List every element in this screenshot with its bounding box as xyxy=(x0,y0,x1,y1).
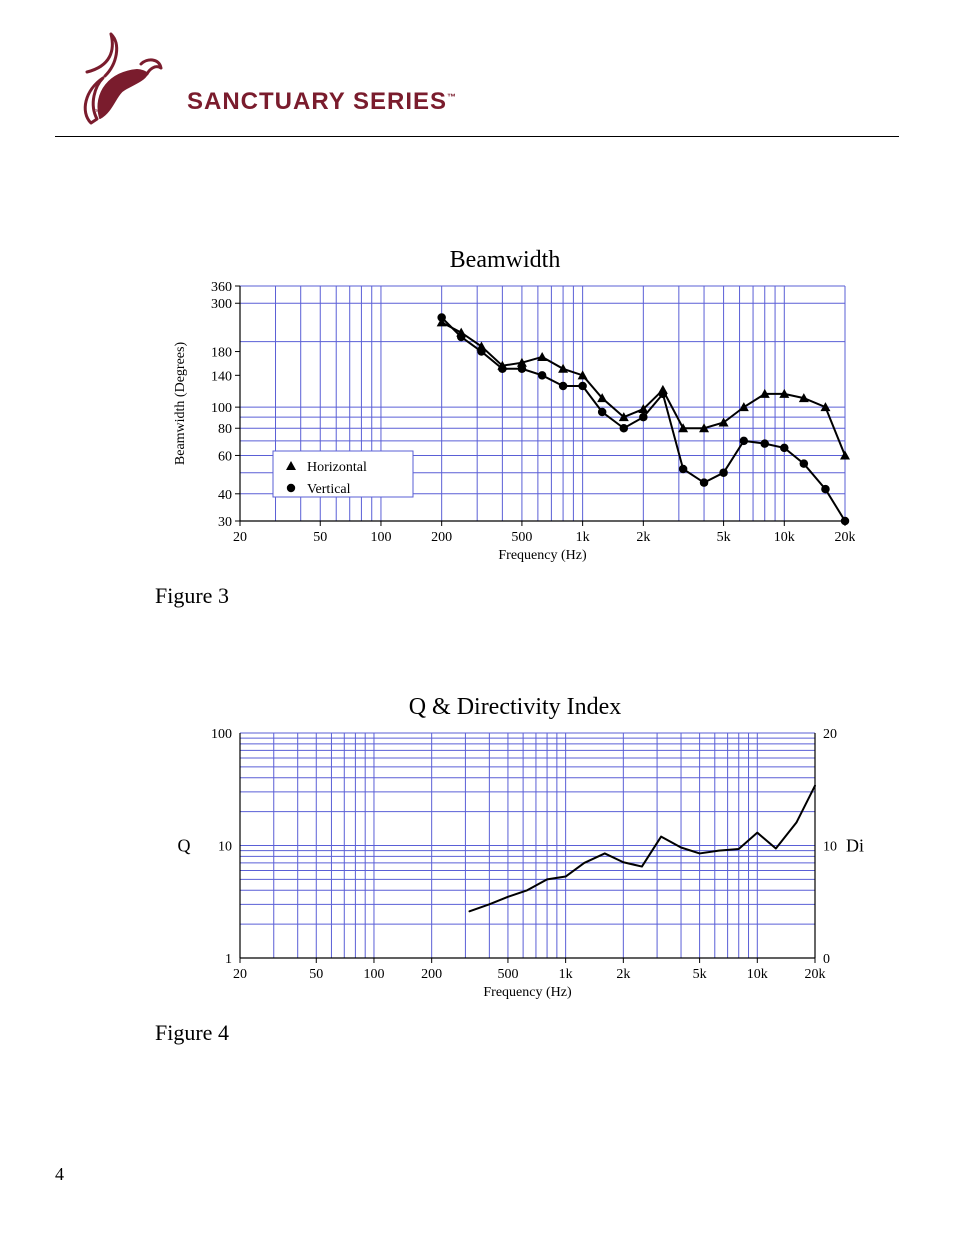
svg-text:50: 50 xyxy=(313,530,327,545)
chart2-title: Q & Directivity Index xyxy=(155,694,875,721)
svg-text:Frequency (Hz): Frequency (Hz) xyxy=(498,548,587,563)
svg-text:180: 180 xyxy=(211,346,232,361)
svg-text:Vertical: Vertical xyxy=(307,482,351,497)
svg-text:Beamwidth (Degrees): Beamwidth (Degrees) xyxy=(173,342,188,466)
svg-text:40: 40 xyxy=(218,488,232,503)
svg-text:20: 20 xyxy=(233,967,247,982)
brand-title: SANCTUARY SERIES™ xyxy=(187,88,456,130)
svg-text:2k: 2k xyxy=(636,530,650,545)
svg-text:Q: Q xyxy=(178,836,191,856)
svg-text:500: 500 xyxy=(497,967,518,982)
chart2-plot: 20 50 100 200 500 1k 2k 5k 10k 20k 1 10 100 0 10 20 Freq… xyxy=(155,723,875,1013)
svg-text:100: 100 xyxy=(370,530,391,545)
svg-text:5k: 5k xyxy=(717,530,731,545)
svg-text:80: 80 xyxy=(218,422,232,437)
svg-text:2k: 2k xyxy=(616,967,630,982)
svg-text:10k: 10k xyxy=(747,967,768,982)
dove-logo-icon: ™ xyxy=(55,20,175,130)
svg-text:50: 50 xyxy=(309,967,323,982)
svg-text:500: 500 xyxy=(511,530,532,545)
svg-text:Di: Di xyxy=(846,836,864,856)
brand-text: SANCTUARY SERIES xyxy=(187,88,447,115)
svg-text:200: 200 xyxy=(421,967,442,982)
svg-text:10k: 10k xyxy=(774,530,795,545)
svg-text:1k: 1k xyxy=(576,530,590,545)
svg-text:5k: 5k xyxy=(693,967,707,982)
svg-text:100: 100 xyxy=(211,727,232,742)
chart1-caption: Figure 3 xyxy=(155,583,899,609)
svg-text:140: 140 xyxy=(211,369,232,384)
svg-text:360: 360 xyxy=(211,280,232,295)
svg-text:1: 1 xyxy=(225,952,232,967)
svg-text:10: 10 xyxy=(218,840,232,855)
svg-text:30: 30 xyxy=(218,515,232,530)
svg-text:Horizontal: Horizontal xyxy=(307,460,367,475)
svg-text:100: 100 xyxy=(363,967,384,982)
svg-text:100: 100 xyxy=(211,401,232,416)
svg-text:20k: 20k xyxy=(805,967,826,982)
svg-text:200: 200 xyxy=(431,530,452,545)
chart1-title: Beamwidth xyxy=(155,247,855,274)
page-number: 4 xyxy=(55,1164,64,1185)
directivity-chart: Q & Directivity Index 20501002005001k2k5… xyxy=(155,694,899,1046)
svg-text:20: 20 xyxy=(233,530,247,545)
svg-text:0: 0 xyxy=(823,952,830,967)
svg-text:10: 10 xyxy=(823,840,837,855)
page-header: ™ SANCTUARY SERIES™ xyxy=(55,20,899,137)
chart1-plot: 20 50 100 200 500 1k 2k 5k 10k 20k 30 40 60 80 100 140 1… xyxy=(155,276,855,576)
svg-text:Frequency (Hz): Frequency (Hz) xyxy=(483,985,572,1000)
svg-text:™: ™ xyxy=(93,109,100,116)
chart2-caption: Figure 4 xyxy=(155,1020,899,1046)
svg-text:20k: 20k xyxy=(835,530,856,545)
svg-text:300: 300 xyxy=(211,297,232,312)
svg-text:1k: 1k xyxy=(559,967,573,982)
tm-mark: ™ xyxy=(447,92,456,102)
svg-text:20: 20 xyxy=(823,727,837,742)
svg-text:60: 60 xyxy=(218,449,232,464)
beamwidth-chart: Beamwidth 20 50 100 200 500 1k 2k 5k 10k 20k 30 40 6… xyxy=(155,247,899,609)
